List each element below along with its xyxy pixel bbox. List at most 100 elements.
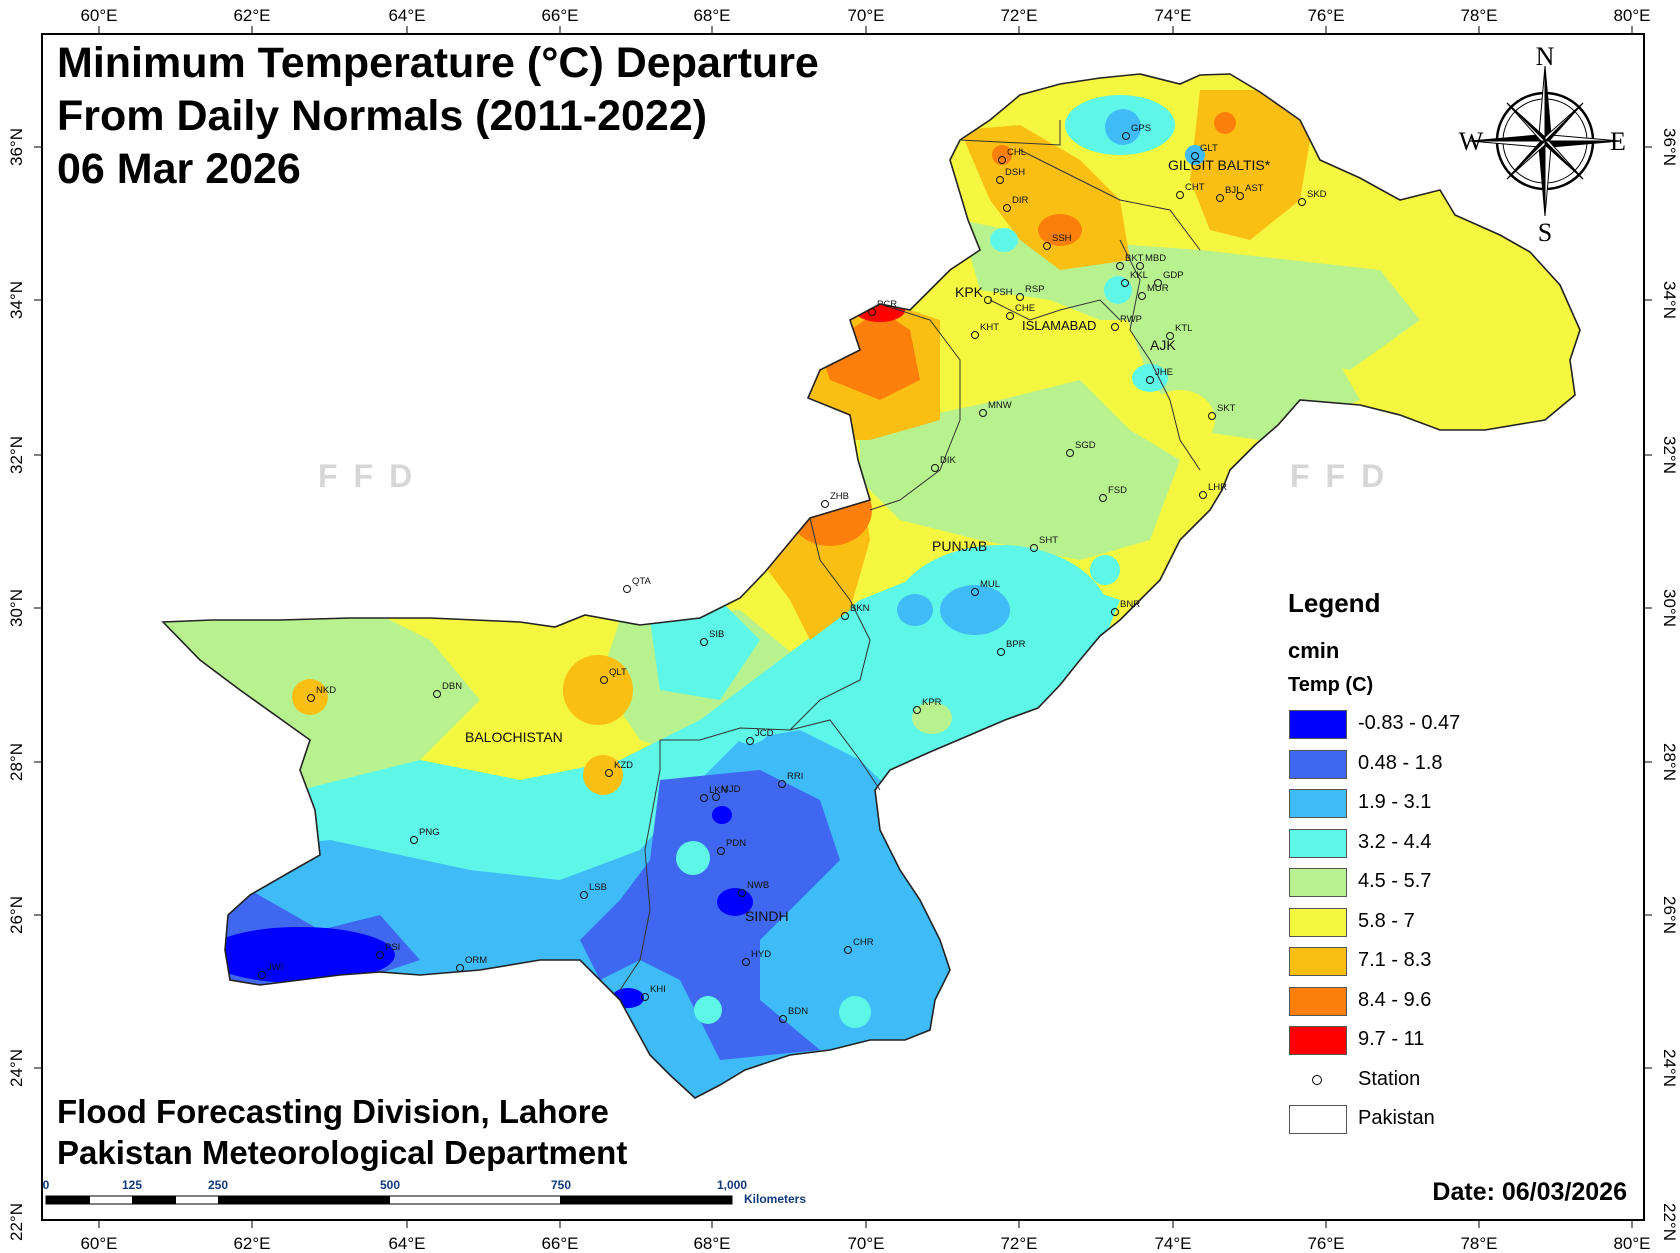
lon-label-70-b: 70°E xyxy=(847,1234,884,1253)
station-label: MUR xyxy=(1147,283,1169,294)
station-label: GPS xyxy=(1131,123,1151,134)
station-marker-icon xyxy=(1030,544,1038,552)
legend-swatch xyxy=(1289,749,1347,779)
legend-class-row: 3.2 - 4.4 xyxy=(1288,825,1588,865)
legend-class-row: -0.83 - 0.47 xyxy=(1288,706,1588,746)
station-ast: AST xyxy=(1236,183,1264,200)
station-label: KHI xyxy=(650,984,666,995)
station-label: AST xyxy=(1245,183,1264,194)
legend-field: Temp (C) xyxy=(1288,674,1374,696)
station-jwi: JWI xyxy=(258,962,283,979)
lon-labels-top: 60°E 62°E 64°E 66°E 68°E 70°E 72°E 74°E … xyxy=(80,6,1650,25)
station-marker-icon xyxy=(456,964,464,972)
scale-125: 125 xyxy=(122,1178,142,1192)
station-label: QTA xyxy=(632,576,651,587)
station-mnw: MNW xyxy=(979,400,1012,417)
legend-swatch xyxy=(1289,868,1347,897)
legend-layer: cmin xyxy=(1288,638,1340,663)
station-psh: PSH xyxy=(984,287,1013,304)
station-marker-icon xyxy=(868,308,876,316)
lon-label-76-b: 76°E xyxy=(1307,1234,1344,1253)
station-rsp: RSP xyxy=(1016,284,1045,301)
station-marker-icon xyxy=(258,971,266,979)
station-marker-icon xyxy=(931,464,939,472)
legend-swatch xyxy=(1289,789,1347,818)
station-hyd: HYD xyxy=(742,949,771,966)
station-lkn: LKN xyxy=(700,785,728,802)
region-labels: KPK ISLAMABAD AJK GILGIT BALTIS* PUNJAB … xyxy=(465,157,1271,924)
zone-3_2-south xyxy=(163,560,1120,900)
boundary-swatch-icon xyxy=(1289,1105,1347,1134)
station-label: SSH xyxy=(1052,233,1072,244)
station-che: CHE xyxy=(1006,303,1035,320)
station-orm: ORM xyxy=(456,955,487,972)
lat-label-28-r: 28°N xyxy=(1660,743,1679,781)
station-marker-icon xyxy=(1312,1074,1322,1085)
zone-8_4-kurram xyxy=(820,310,920,400)
station-jhe: JHE xyxy=(1146,367,1173,384)
legend-class-row: 1.9 - 3.1 xyxy=(1288,785,1588,825)
station-label: RWP xyxy=(1120,314,1142,325)
station-marker-icon xyxy=(600,676,608,684)
station-kkl: KKL xyxy=(1121,270,1148,287)
station-skt: SKT xyxy=(1208,403,1236,420)
date-label: Date: 06/03/2026 xyxy=(1432,1178,1627,1206)
station-nkd: NKD xyxy=(307,685,336,702)
graticule xyxy=(34,26,1652,1228)
station-label: RSP xyxy=(1025,284,1045,295)
station-label: LSB xyxy=(589,882,607,893)
pakistan-boundary xyxy=(161,73,1581,1099)
station-label: MBD xyxy=(1145,253,1166,264)
station-mjd: MJD xyxy=(712,784,741,801)
station-marker-icon xyxy=(1136,262,1144,270)
lon-label-60: 60°E xyxy=(80,6,117,25)
compass-w: W xyxy=(1459,127,1484,156)
station-label: HYD xyxy=(751,949,771,960)
station-marker-icon xyxy=(717,847,725,855)
station-marker-icon xyxy=(779,1015,787,1023)
station-dsh: DSH xyxy=(996,167,1025,184)
station-label: NWB xyxy=(747,880,769,891)
legend-class-label: 0.48 - 1.8 xyxy=(1358,751,1443,774)
station-lsb: LSB xyxy=(580,882,607,899)
lon-label-80: 80°E xyxy=(1613,6,1650,25)
lat-label-28-l: 28°N xyxy=(7,743,26,781)
station-zhb: ZHB xyxy=(821,491,849,508)
station-label: BKN xyxy=(850,603,870,614)
station-bnr: BNR xyxy=(1111,599,1140,616)
station-label: KZD xyxy=(614,760,633,771)
station-marker-icon xyxy=(1111,323,1119,331)
scale-500: 500 xyxy=(380,1178,400,1192)
station-rri: RRI xyxy=(778,771,803,788)
station-label: BDN xyxy=(788,1006,808,1017)
watermark-left: FFD xyxy=(318,458,429,494)
station-marker-icon xyxy=(821,500,829,508)
station-sht: SHT xyxy=(1030,535,1058,552)
station-label: NKD xyxy=(316,685,336,696)
station-mul: MUL xyxy=(971,579,1000,596)
station-sib: SIB xyxy=(700,629,724,646)
legend-class-label: 4.5 - 5.7 xyxy=(1358,870,1432,892)
station-marker-icon xyxy=(1154,279,1162,287)
compass-e: E xyxy=(1610,127,1626,156)
station-label: CHR xyxy=(853,937,874,948)
station-kht: KHT xyxy=(971,322,999,339)
station-marker-icon xyxy=(1003,204,1011,212)
station-dik: DIK xyxy=(931,455,957,472)
station-bji: BJI xyxy=(1216,185,1239,202)
legend-swatch xyxy=(1289,1026,1347,1055)
station-fsd: FSD xyxy=(1099,485,1127,502)
station-marker-icon xyxy=(1176,191,1184,199)
station-pdn: PDN xyxy=(717,838,746,855)
lon-label-60-b: 60°E xyxy=(80,1234,117,1253)
lat-label-34-l: 34°N xyxy=(7,281,26,319)
legend-class-label: -0.83 - 0.47 xyxy=(1358,712,1461,734)
legend-title: Legend xyxy=(1288,588,1381,618)
station-marker-icon xyxy=(979,409,987,417)
station-marker-icon xyxy=(623,585,631,593)
legend-class-row: 9.7 - 11 xyxy=(1288,1022,1588,1062)
station-label: GLT xyxy=(1200,143,1218,154)
station-png: PNG xyxy=(410,827,440,844)
lon-label-76: 76°E xyxy=(1307,6,1344,25)
region-balochistan: BALOCHISTAN xyxy=(465,729,563,745)
